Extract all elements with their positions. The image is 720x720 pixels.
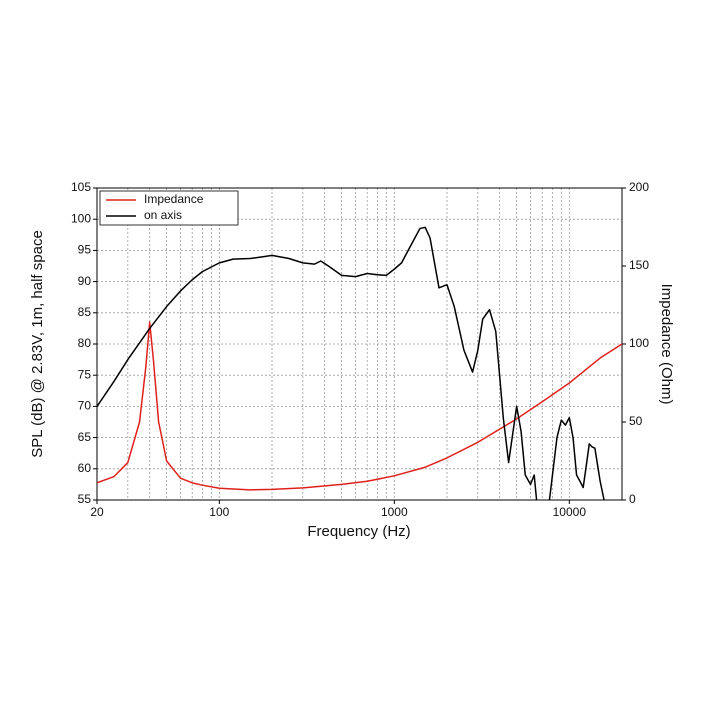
y2-axis-title: Impedance (Ohm) [658,284,675,405]
x-axis-title: Frequency (Hz) [307,523,410,540]
y2-tick-label: 150 [629,258,649,272]
y-tick-label: 100 [71,211,91,225]
x-tick-label: 1000 [381,505,408,519]
y-tick-label: 95 [78,243,92,257]
plot-area [97,226,622,500]
y-tick-label: 75 [78,367,92,381]
y-tick-label: 60 [78,461,92,475]
y-tick-label: 90 [78,274,92,288]
y-tick-label: 65 [78,430,92,444]
y-tick-label: 55 [78,492,92,506]
legend-box [99,190,239,226]
y2-tick-label: 0 [629,492,636,506]
x-tick-label: 20 [90,505,104,519]
y2-tick-label: 100 [629,336,649,350]
y-tick-label: 85 [78,305,92,319]
y-tick-label: 105 [71,180,91,194]
legend-label: Impedance [144,192,204,206]
y-axis-title: SPL (dB) @ 2.83V, 1m, half space [29,230,46,458]
y-tick-label: 80 [78,336,92,350]
x-tick-label: 100 [209,505,229,519]
series-line [97,226,605,500]
legend-label: on axis [144,208,182,222]
y2-tick-label: 200 [629,180,649,194]
y2-tick-label: 50 [629,414,643,428]
y-tick-label: 70 [78,399,92,413]
x-tick-label: 10000 [553,505,587,519]
